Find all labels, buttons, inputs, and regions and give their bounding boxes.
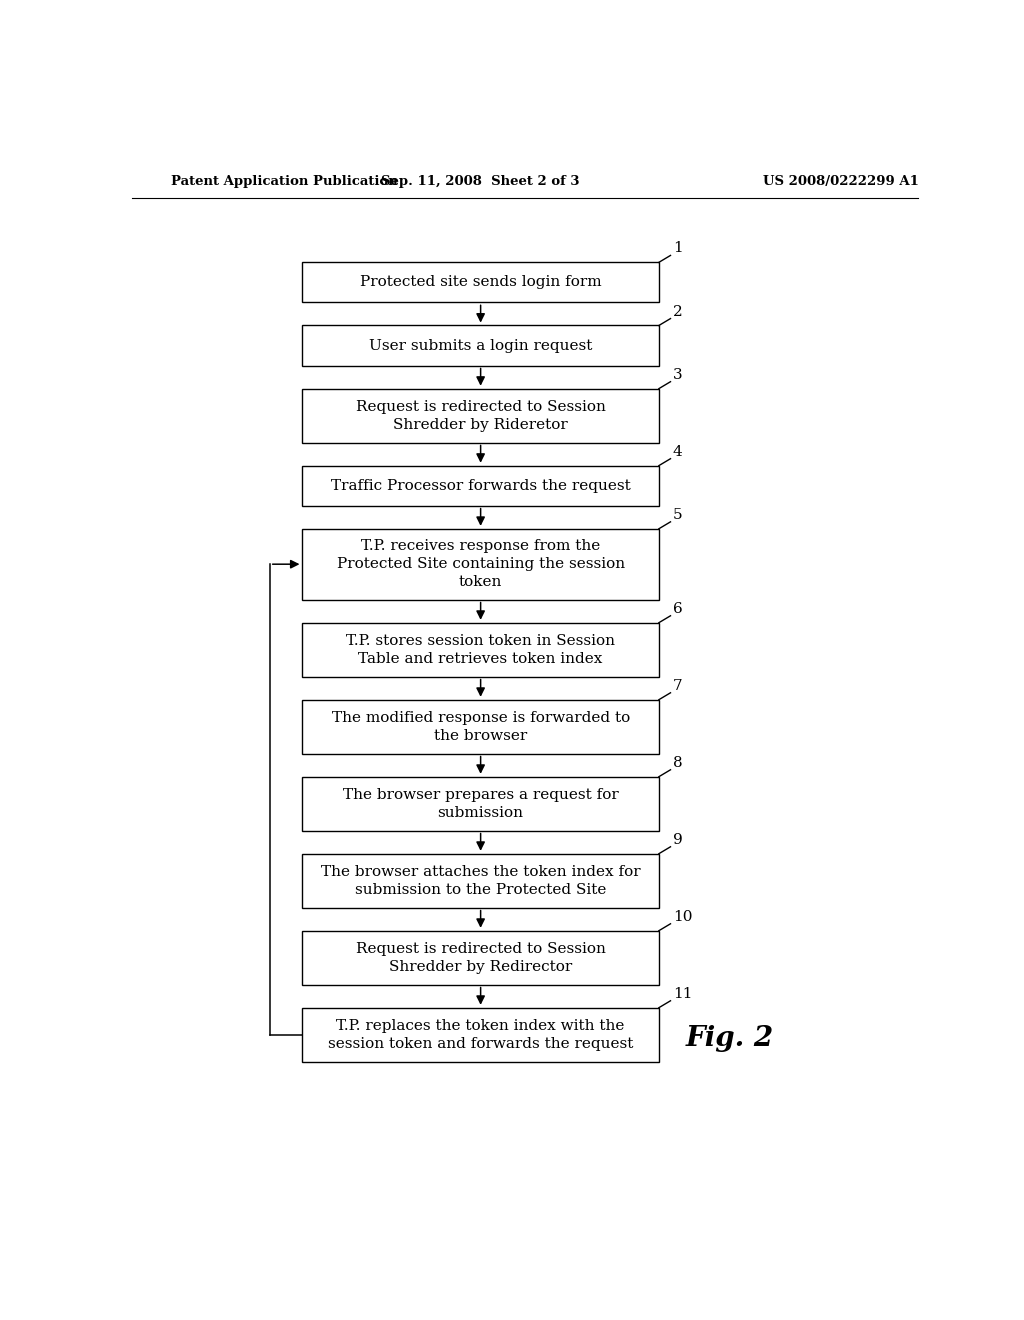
Bar: [302, 623, 658, 677]
Text: Traffic Processor forwards the request: Traffic Processor forwards the request: [331, 479, 631, 492]
Text: 2: 2: [673, 305, 683, 318]
Bar: [302, 466, 658, 506]
Text: 8: 8: [673, 756, 682, 770]
Text: 10: 10: [673, 909, 692, 924]
Text: The browser prepares a request for
submission: The browser prepares a request for submi…: [343, 788, 618, 820]
Bar: [302, 1007, 658, 1061]
Text: 1: 1: [673, 242, 683, 256]
Bar: [302, 700, 658, 754]
Text: User submits a login request: User submits a login request: [369, 338, 592, 352]
Text: 9: 9: [673, 833, 683, 847]
Text: US 2008/0222299 A1: US 2008/0222299 A1: [763, 176, 919, 187]
Text: 6: 6: [673, 602, 683, 616]
Bar: [302, 263, 658, 302]
Text: Sep. 11, 2008  Sheet 2 of 3: Sep. 11, 2008 Sheet 2 of 3: [381, 176, 580, 187]
Text: Request is redirected to Session
Shredder by Rideretor: Request is redirected to Session Shredde…: [355, 400, 605, 432]
Text: 5: 5: [673, 508, 682, 521]
Text: Patent Application Publication: Patent Application Publication: [171, 176, 397, 187]
Text: 4: 4: [673, 445, 683, 459]
Text: T.P. stores session token in Session
Table and retrieves token index: T.P. stores session token in Session Tab…: [346, 634, 615, 665]
Text: 3: 3: [673, 368, 682, 381]
Bar: [302, 388, 658, 442]
Text: Request is redirected to Session
Shredder by Redirector: Request is redirected to Session Shredde…: [355, 941, 605, 974]
Text: Fig. 2: Fig. 2: [686, 1026, 774, 1052]
Bar: [302, 854, 658, 908]
Bar: [302, 776, 658, 830]
Text: 11: 11: [673, 987, 692, 1001]
Text: The modified response is forwarded to
the browser: The modified response is forwarded to th…: [332, 710, 630, 743]
Bar: [302, 529, 658, 599]
Text: T.P. receives response from the
Protected Site containing the session
token: T.P. receives response from the Protecte…: [337, 540, 625, 589]
Text: Protected site sends login form: Protected site sends login form: [359, 276, 601, 289]
Bar: [302, 931, 658, 985]
Text: The browser attaches the token index for
submission to the Protected Site: The browser attaches the token index for…: [321, 865, 640, 896]
Text: T.P. replaces the token index with the
session token and forwards the request: T.P. replaces the token index with the s…: [328, 1019, 633, 1051]
Bar: [302, 326, 658, 366]
Text: 7: 7: [673, 678, 682, 693]
